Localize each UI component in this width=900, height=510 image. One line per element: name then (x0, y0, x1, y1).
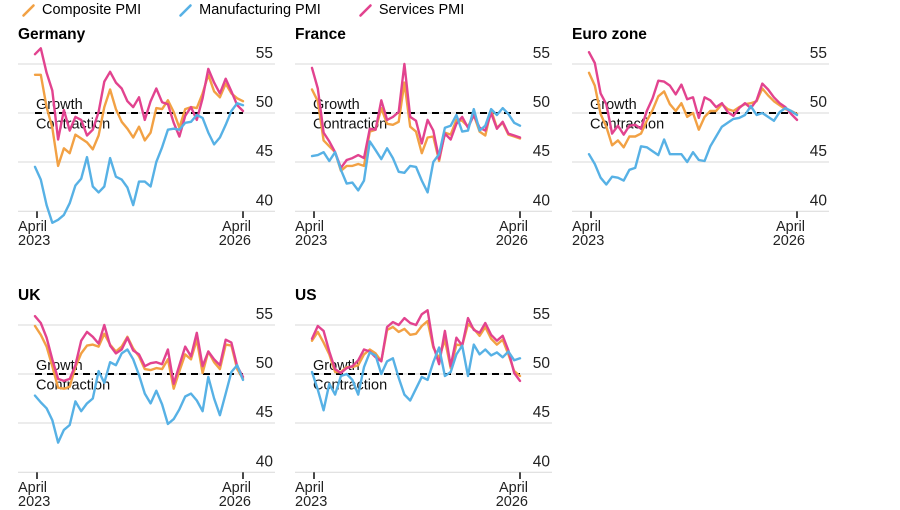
panel-title-euro-zone: Euro zone (572, 26, 647, 43)
x-axis-label-end-year: 2026 (219, 233, 251, 249)
growth-label: Growth (313, 358, 360, 374)
x-axis-label-end-year: 2026 (773, 233, 805, 249)
x-axis-label-start-year: 2023 (18, 233, 50, 249)
x-axis-label-start: April (18, 480, 47, 496)
services-line-icon (359, 3, 372, 17)
legend-label-manufacturing: Manufacturing PMI (199, 2, 321, 18)
y-axis-label: 40 (533, 453, 551, 470)
series-line-composite-pmi (310, 81, 522, 173)
y-axis-label: 50 (533, 94, 551, 111)
growth-label: Growth (313, 97, 360, 113)
y-axis-label: 45 (256, 143, 273, 160)
panel-title-germany: Germany (18, 26, 86, 43)
y-axis-label: 55 (533, 45, 550, 62)
panel-france: France 55 50 45 40 Growth Contraction April 2023… (295, 27, 557, 249)
panel-title-uk: UK (18, 287, 41, 304)
contraction-label: Contraction (36, 378, 110, 394)
contraction-label: Contraction (313, 378, 387, 394)
panel-germany: Germany 55 50 45 40 Growth Contraction April 202… (18, 27, 280, 249)
y-axis-label: 55 (810, 45, 827, 62)
y-axis-label: 55 (256, 45, 273, 62)
panel-us: US 55 50 45 40 Growth Contraction April 2023 Apri… (295, 288, 557, 510)
x-axis-label-start: April (295, 480, 324, 496)
chart-us: 55504540GrowthContractionApril2023April2… (295, 306, 552, 510)
chart-uk: 55504540GrowthContractionApril2023April2… (18, 306, 275, 510)
legend-label-composite: Composite PMI (42, 2, 142, 18)
y-axis-label: 45 (256, 404, 273, 421)
x-axis-label-end: April (499, 480, 528, 496)
x-axis-label-start: April (295, 219, 324, 235)
series-line-manufacturing-pmi (33, 348, 245, 444)
legend-label-services: Services PMI (378, 2, 465, 18)
x-axis-label-end: April (222, 480, 251, 496)
y-axis-label: 45 (533, 404, 550, 421)
legend-item-manufacturing: Manufacturing PMI (179, 2, 321, 18)
x-axis-label-start-year: 2023 (295, 494, 327, 510)
series-line-services-pmi (33, 314, 245, 386)
panel-euro-zone: Euro zone 55 50 45 40 Growth Contraction April 2… (572, 27, 834, 249)
panel-uk: UK 55 50 45 40 Growth Contraction April 2023 Apri… (18, 288, 280, 510)
x-axis-label-start: April (572, 219, 601, 235)
series-line-services-pmi (310, 309, 522, 383)
x-axis-label-end-year: 2026 (219, 494, 251, 510)
x-axis-label-end: April (776, 219, 805, 235)
y-axis-label: 40 (256, 453, 274, 470)
series-line-services-pmi (587, 50, 799, 136)
y-axis-label: 40 (810, 192, 828, 209)
y-axis-label: 45 (810, 143, 827, 160)
x-axis-label-end: April (222, 219, 251, 235)
panel-title-france: France (295, 26, 346, 43)
y-axis-label: 50 (256, 94, 274, 111)
series-line-manufacturing-pmi (310, 343, 522, 412)
chart-germany: 55504540GrowthContractionApril2023April2… (18, 45, 275, 249)
y-axis-label: 55 (256, 306, 273, 323)
y-axis-label: 50 (256, 355, 274, 372)
series-line-services-pmi (33, 47, 245, 141)
series-line-manufacturing-pmi (310, 106, 522, 194)
series-line-manufacturing-pmi (587, 104, 799, 186)
legend-item-services: Services PMI (359, 2, 464, 18)
y-axis-label: 50 (533, 355, 551, 372)
x-axis-label-start: April (18, 219, 47, 235)
panel-title-us: US (295, 287, 317, 304)
x-axis-label-start-year: 2023 (295, 233, 327, 249)
x-axis-label-start-year: 2023 (18, 494, 50, 510)
x-axis-label-end-year: 2026 (496, 233, 528, 249)
legend: Composite PMI Manufacturing PMI Services… (22, 2, 464, 18)
chart-france: 55504540GrowthContractionApril2023April2… (295, 45, 552, 249)
growth-label: Growth (36, 358, 83, 374)
series-line-manufacturing-pmi (33, 102, 245, 225)
y-axis-label: 50 (810, 94, 828, 111)
growth-label: Growth (36, 97, 83, 113)
growth-label: Growth (590, 97, 637, 113)
manufacturing-line-icon (179, 3, 192, 17)
x-axis-label-start-year: 2023 (572, 233, 604, 249)
series-line-services-pmi (310, 62, 522, 170)
legend-item-composite: Composite PMI (22, 2, 141, 18)
composite-line-icon (22, 3, 35, 17)
y-axis-label: 55 (533, 306, 550, 323)
y-axis-label: 40 (256, 192, 274, 209)
y-axis-label: 45 (533, 143, 550, 160)
x-axis-label-end: April (499, 219, 528, 235)
y-axis-label: 40 (533, 192, 551, 209)
series-line-composite-pmi (587, 71, 799, 149)
x-axis-label-end-year: 2026 (496, 494, 528, 510)
chart-euro-zone: 55504540GrowthContractionApril2023April2… (572, 45, 829, 249)
